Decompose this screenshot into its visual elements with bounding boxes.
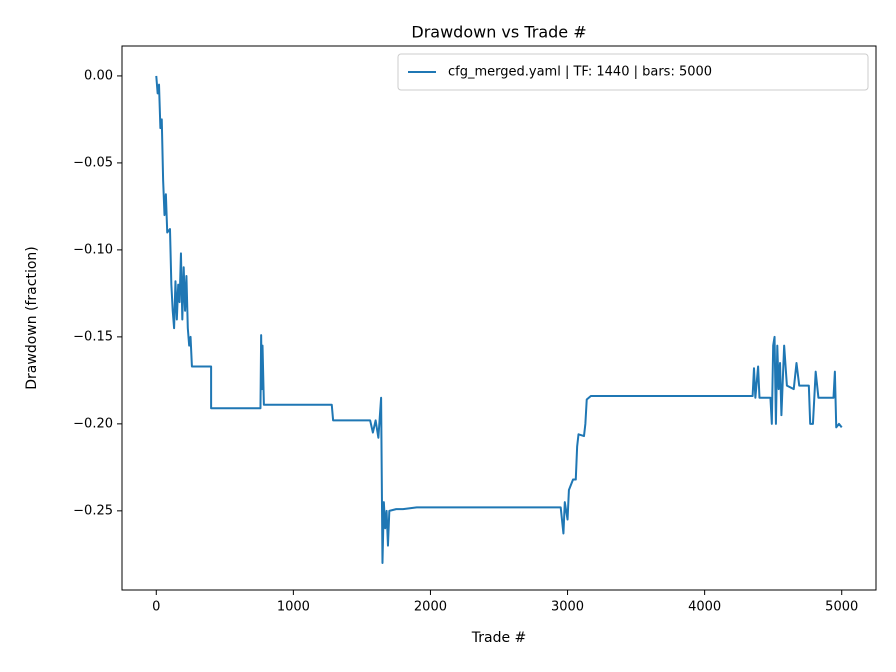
legend-box: [397, 53, 869, 91]
y-tick-label: −0.20: [73, 416, 113, 431]
y-axis-label: Drawdown (fraction): [24, 246, 40, 390]
data-line: [155, 75, 843, 565]
x-tick-label: 3000: [551, 600, 584, 615]
x-tick-label: 4000: [688, 600, 721, 615]
plot-frame: [121, 45, 877, 591]
y-tick-label: −0.25: [73, 503, 113, 518]
x-tick-label: 1000: [277, 600, 310, 615]
x-tick-label: 0: [152, 600, 160, 615]
y-tick-label: −0.15: [73, 329, 113, 344]
chart-title: Drawdown vs Trade #: [411, 23, 586, 42]
x-tick-label: 2000: [414, 600, 447, 615]
y-tick-label: 0.00: [84, 68, 113, 83]
y-tick-label: −0.10: [73, 242, 113, 257]
legend-label: cfg_merged.yaml | TF: 1440 | bars: 5000: [448, 65, 712, 80]
x-axis-label: Trade #: [471, 630, 527, 646]
x-tick-label: 5000: [825, 600, 858, 615]
y-tick-label: −0.05: [73, 155, 113, 170]
